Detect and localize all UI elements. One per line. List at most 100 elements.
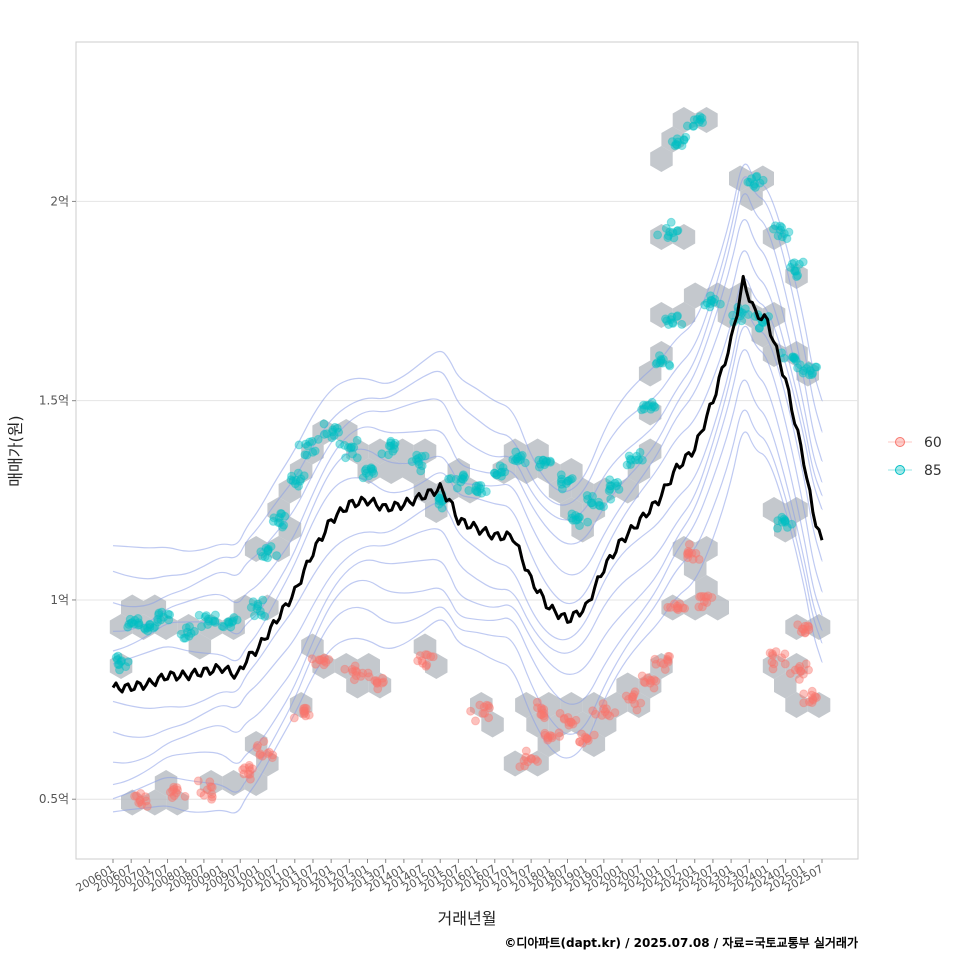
data-point-85 bbox=[154, 610, 164, 620]
data-point-85 bbox=[780, 517, 790, 527]
data-point-85 bbox=[779, 514, 789, 524]
data-point-60 bbox=[169, 782, 179, 792]
hex-bin bbox=[334, 419, 358, 445]
data-point-60 bbox=[484, 701, 493, 711]
data-point-60 bbox=[780, 649, 790, 659]
data-point-85 bbox=[332, 423, 342, 433]
data-point-85 bbox=[180, 633, 190, 643]
data-point-60 bbox=[471, 716, 480, 726]
data-point-60 bbox=[597, 710, 607, 720]
data-point-60 bbox=[803, 621, 813, 631]
data-point-85 bbox=[157, 607, 167, 617]
data-point-85 bbox=[273, 518, 283, 528]
data-point-60 bbox=[663, 651, 673, 661]
data-point-85 bbox=[668, 318, 678, 328]
hex-bin bbox=[785, 263, 808, 289]
data-point-85 bbox=[588, 500, 598, 510]
data-point-85 bbox=[808, 368, 818, 378]
data-point-60 bbox=[768, 664, 778, 674]
data-point-85 bbox=[511, 447, 521, 457]
data-point-85 bbox=[129, 619, 139, 629]
data-point-85 bbox=[248, 597, 258, 607]
data-point-60 bbox=[526, 753, 536, 763]
data-point-85 bbox=[564, 476, 574, 486]
data-point-85 bbox=[798, 368, 808, 378]
data-point-85 bbox=[294, 440, 304, 450]
data-point-85 bbox=[673, 311, 682, 321]
data-point-85 bbox=[702, 298, 712, 308]
data-point-60 bbox=[252, 743, 262, 753]
data-point-60 bbox=[808, 694, 818, 704]
data-point-85 bbox=[661, 314, 670, 324]
data-point-85 bbox=[492, 470, 502, 479]
data-point-60 bbox=[140, 792, 150, 802]
data-point-85 bbox=[545, 456, 555, 466]
data-point-85 bbox=[697, 113, 707, 123]
hex-bin bbox=[526, 711, 549, 738]
data-point-85 bbox=[279, 520, 289, 530]
data-point-60 bbox=[319, 653, 329, 663]
data-point-85 bbox=[133, 620, 143, 630]
data-point-60 bbox=[482, 700, 492, 710]
data-point-85 bbox=[754, 323, 764, 333]
data-point-85 bbox=[788, 352, 798, 362]
data-point-60 bbox=[768, 651, 778, 660]
data-point-85 bbox=[793, 271, 803, 280]
data-point-85 bbox=[520, 458, 530, 468]
data-point-85 bbox=[779, 229, 789, 239]
data-point-85 bbox=[658, 354, 668, 364]
data-point-60 bbox=[311, 659, 321, 669]
data-point-85 bbox=[458, 470, 468, 480]
data-point-85 bbox=[668, 318, 678, 328]
data-point-60 bbox=[520, 761, 530, 771]
data-point-60 bbox=[807, 698, 817, 708]
data-point-85 bbox=[224, 619, 234, 628]
data-point-85 bbox=[390, 438, 400, 448]
data-point-60 bbox=[800, 621, 810, 631]
data-point-85 bbox=[792, 272, 802, 282]
data-point-85 bbox=[489, 468, 499, 478]
source-credit: ©디아파트(dapt.kr) / 2025.07.08 / 자료=국토교통부 실… bbox=[504, 935, 858, 950]
trend-line-layer bbox=[111, 274, 824, 694]
data-point-85 bbox=[335, 439, 345, 449]
data-point-85 bbox=[541, 457, 551, 467]
data-point-60 bbox=[804, 665, 813, 675]
data-point-85 bbox=[134, 620, 144, 629]
data-point-85 bbox=[595, 501, 605, 511]
data-point-85 bbox=[228, 616, 238, 626]
data-point-60 bbox=[591, 709, 601, 719]
hex-bin bbox=[616, 672, 639, 699]
data-point-85 bbox=[140, 625, 150, 634]
data-point-85 bbox=[707, 296, 717, 306]
data-point-85 bbox=[542, 456, 552, 466]
data-point-85 bbox=[798, 366, 808, 376]
data-point-60 bbox=[683, 550, 693, 560]
data-point-85 bbox=[705, 302, 715, 312]
density-contour bbox=[112, 409, 823, 800]
data-point-85 bbox=[256, 610, 266, 620]
hex-bin bbox=[762, 497, 786, 523]
data-point-60 bbox=[168, 786, 177, 795]
data-point-85 bbox=[416, 466, 426, 476]
data-point-85 bbox=[444, 474, 454, 484]
data-point-85 bbox=[492, 470, 501, 480]
hex-bin bbox=[132, 614, 155, 640]
data-point-60 bbox=[372, 676, 382, 686]
data-point-85 bbox=[143, 626, 153, 636]
data-point-60 bbox=[240, 763, 249, 773]
data-point-85 bbox=[510, 456, 520, 466]
data-point-60 bbox=[348, 667, 358, 677]
data-point-60 bbox=[575, 737, 585, 747]
data-point-60 bbox=[243, 769, 253, 779]
data-point-85 bbox=[508, 455, 518, 465]
hex-bin bbox=[672, 302, 696, 328]
data-point-60 bbox=[669, 599, 679, 609]
x-axis-ticks: 2006012006072007012007072008012008072009… bbox=[74, 859, 826, 895]
data-point-85 bbox=[347, 442, 356, 452]
data-point-60 bbox=[656, 658, 666, 668]
data-point-85 bbox=[475, 484, 485, 494]
data-point-60 bbox=[651, 676, 661, 686]
data-point-85 bbox=[407, 457, 417, 467]
hex-bin bbox=[425, 653, 448, 679]
